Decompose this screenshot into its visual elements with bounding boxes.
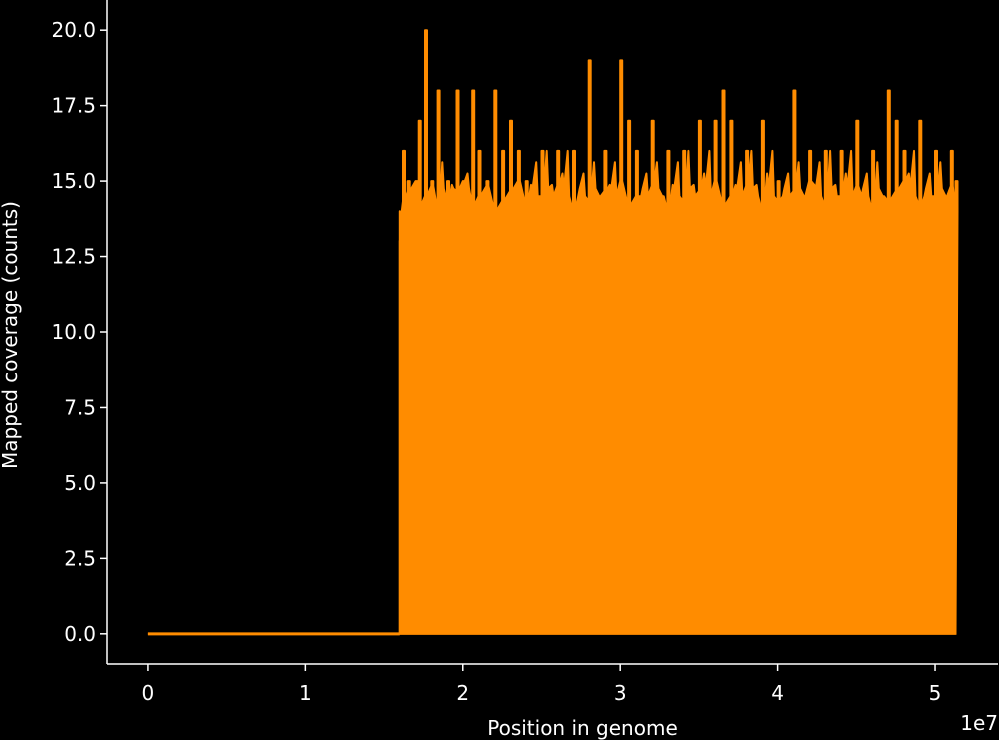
y-tick-label: 17.5 [51,94,96,118]
y-tick-label: 0.0 [64,622,96,646]
y-tick-label: 20.0 [51,18,96,42]
y-tick-label: 2.5 [64,546,96,570]
x-tick-label: 5 [929,681,942,705]
x-axis-title: Position in genome [487,716,678,740]
plot-area [147,29,959,636]
x-tick-label: 0 [142,681,155,705]
x-tick-label: 1 [299,681,312,705]
y-tick-label: 15.0 [51,169,96,193]
y-tick-label: 12.5 [51,245,96,269]
x-tick-label: 4 [771,681,784,705]
x-tick-label: 2 [456,681,469,705]
x-tick-label: 3 [614,681,627,705]
y-axis-title: Mapped coverage (counts) [0,201,22,469]
x-ticks: 0 1 2 3 4 5 [142,664,942,705]
coverage-peaks [398,29,959,635]
x-axis-offset-label: 1e7 [960,711,998,735]
y-tick-label: 10.0 [51,320,96,344]
y-tick-label: 5.0 [64,471,96,495]
y-ticks: 0.0 2.5 5.0 7.5 10.0 12.5 15.0 17.5 20.0 [51,18,107,646]
y-tick-label: 7.5 [64,395,96,419]
